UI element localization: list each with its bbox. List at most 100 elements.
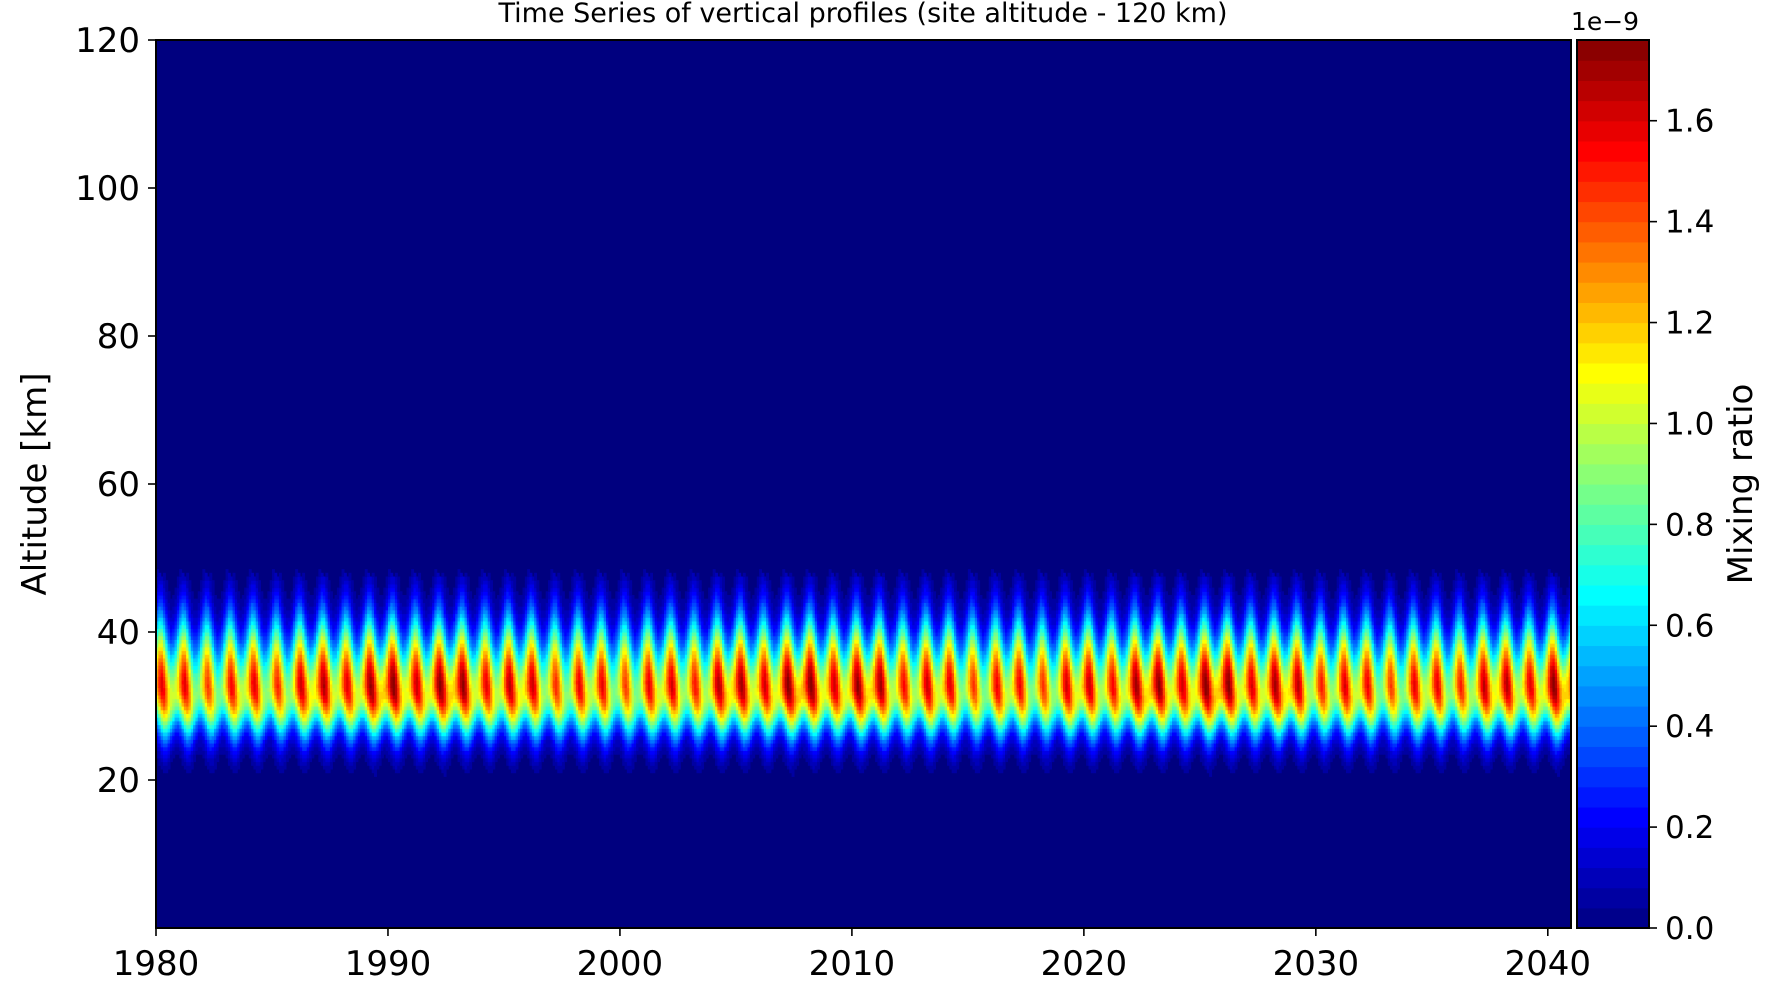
heatmap-cell xyxy=(237,676,241,681)
heatmap-cell xyxy=(174,617,178,622)
heatmap-cell xyxy=(271,587,275,592)
heatmap-cell xyxy=(162,717,166,722)
heatmap-cell xyxy=(267,746,271,751)
heatmap-cell xyxy=(271,617,275,622)
heatmap-cell xyxy=(288,680,292,685)
heatmap-cell xyxy=(220,617,224,622)
heatmap-cell xyxy=(207,672,210,677)
heatmap-cell xyxy=(186,643,190,648)
heatmap-cell xyxy=(248,680,252,685)
heatmap-cell xyxy=(167,735,171,740)
heatmap-cell xyxy=(195,735,199,740)
heatmap-cell xyxy=(225,654,229,659)
heatmap-cell xyxy=(302,757,306,763)
heatmap-cell xyxy=(329,728,333,733)
heatmap-cell xyxy=(299,750,303,755)
heatmap-cell xyxy=(251,724,255,729)
heatmap-cell xyxy=(218,743,222,748)
heatmap-cell xyxy=(323,743,326,748)
heatmap-cell xyxy=(167,743,171,748)
heatmap-cell xyxy=(295,646,299,652)
heatmap-cell xyxy=(274,657,278,663)
heatmap-cell xyxy=(265,709,268,714)
heatmap-cell xyxy=(299,761,303,766)
heatmap-cell xyxy=(271,580,275,585)
heatmap-cell xyxy=(271,687,275,692)
heatmap-cell xyxy=(269,654,273,659)
heatmap-cell xyxy=(200,598,203,603)
heatmap-cell xyxy=(309,672,313,677)
heatmap-cell xyxy=(211,731,215,737)
heatmap-cell xyxy=(302,724,306,729)
heatmap-cell xyxy=(156,750,159,755)
heatmap-cell xyxy=(267,602,271,607)
heatmap-cell xyxy=(160,724,164,729)
heatmap-cell xyxy=(234,694,238,700)
heatmap-cell xyxy=(255,661,259,666)
heatmap-cell xyxy=(207,643,210,648)
heatmap-cell xyxy=(302,754,306,759)
heatmap-cell xyxy=(316,743,319,748)
heatmap-cell xyxy=(232,628,236,633)
heatmap-cell xyxy=(329,669,333,674)
heatmap-cell xyxy=(227,639,231,644)
heatmap-cell xyxy=(195,665,199,670)
heatmap-cell xyxy=(167,739,171,744)
heatmap-cell xyxy=(209,757,213,763)
heatmap-cell xyxy=(218,691,222,696)
heatmap-cell xyxy=(183,720,187,726)
heatmap-cell xyxy=(207,765,210,770)
heatmap-cell xyxy=(302,709,306,714)
heatmap-cell xyxy=(169,620,173,626)
heatmap-cell xyxy=(323,654,326,659)
heatmap-cell xyxy=(323,713,326,718)
heatmap-cell xyxy=(258,731,261,737)
heatmap-cell xyxy=(267,624,271,629)
heatmap-cell xyxy=(244,665,248,670)
heatmap-cell xyxy=(200,683,203,689)
heatmap-cell xyxy=(156,613,159,618)
heatmap-cell xyxy=(276,606,280,611)
heatmap-cell xyxy=(295,717,299,722)
heatmap-cell xyxy=(218,654,222,659)
heatmap-cell xyxy=(274,757,278,763)
heatmap-cell xyxy=(246,617,250,622)
heatmap-cell xyxy=(225,639,229,644)
heatmap-cell xyxy=(156,709,159,714)
heatmap-cell xyxy=(225,754,229,759)
heatmap-cell xyxy=(176,602,180,607)
heatmap-cell xyxy=(183,583,187,589)
heatmap-cell xyxy=(299,717,303,722)
heatmap-cell xyxy=(218,728,222,733)
heatmap-cell xyxy=(269,661,273,666)
heatmap-cell xyxy=(271,728,275,733)
heatmap-cell xyxy=(165,587,169,592)
heatmap-cell xyxy=(169,691,173,696)
heatmap-cell xyxy=(225,661,229,666)
heatmap-cell xyxy=(227,643,231,648)
heatmap-cell xyxy=(299,765,303,770)
heatmap-cell xyxy=(239,739,243,744)
heatmap-cell xyxy=(251,680,255,685)
heatmap-cell xyxy=(320,617,324,622)
heatmap-cell xyxy=(188,617,192,622)
heatmap-cell xyxy=(225,731,229,737)
heatmap-cell xyxy=(255,583,259,589)
heatmap-cell xyxy=(255,646,259,652)
heatmap-cell xyxy=(244,643,248,648)
heatmap-cell xyxy=(281,757,285,763)
heatmap-cell xyxy=(207,680,210,685)
heatmap-cell xyxy=(325,646,329,652)
heatmap-cell xyxy=(283,743,287,748)
heatmap-cell xyxy=(285,654,289,659)
heatmap-cell xyxy=(162,680,166,685)
heatmap-cell xyxy=(318,635,322,640)
heatmap-cell xyxy=(258,661,261,666)
heatmap-cell xyxy=(285,632,289,637)
heatmap-cell xyxy=(323,639,326,644)
heatmap-cell xyxy=(281,694,285,700)
heatmap-cell xyxy=(211,598,215,603)
heatmap-cell xyxy=(183,728,187,733)
heatmap-cell xyxy=(318,665,322,670)
heatmap-cell xyxy=(156,646,159,652)
